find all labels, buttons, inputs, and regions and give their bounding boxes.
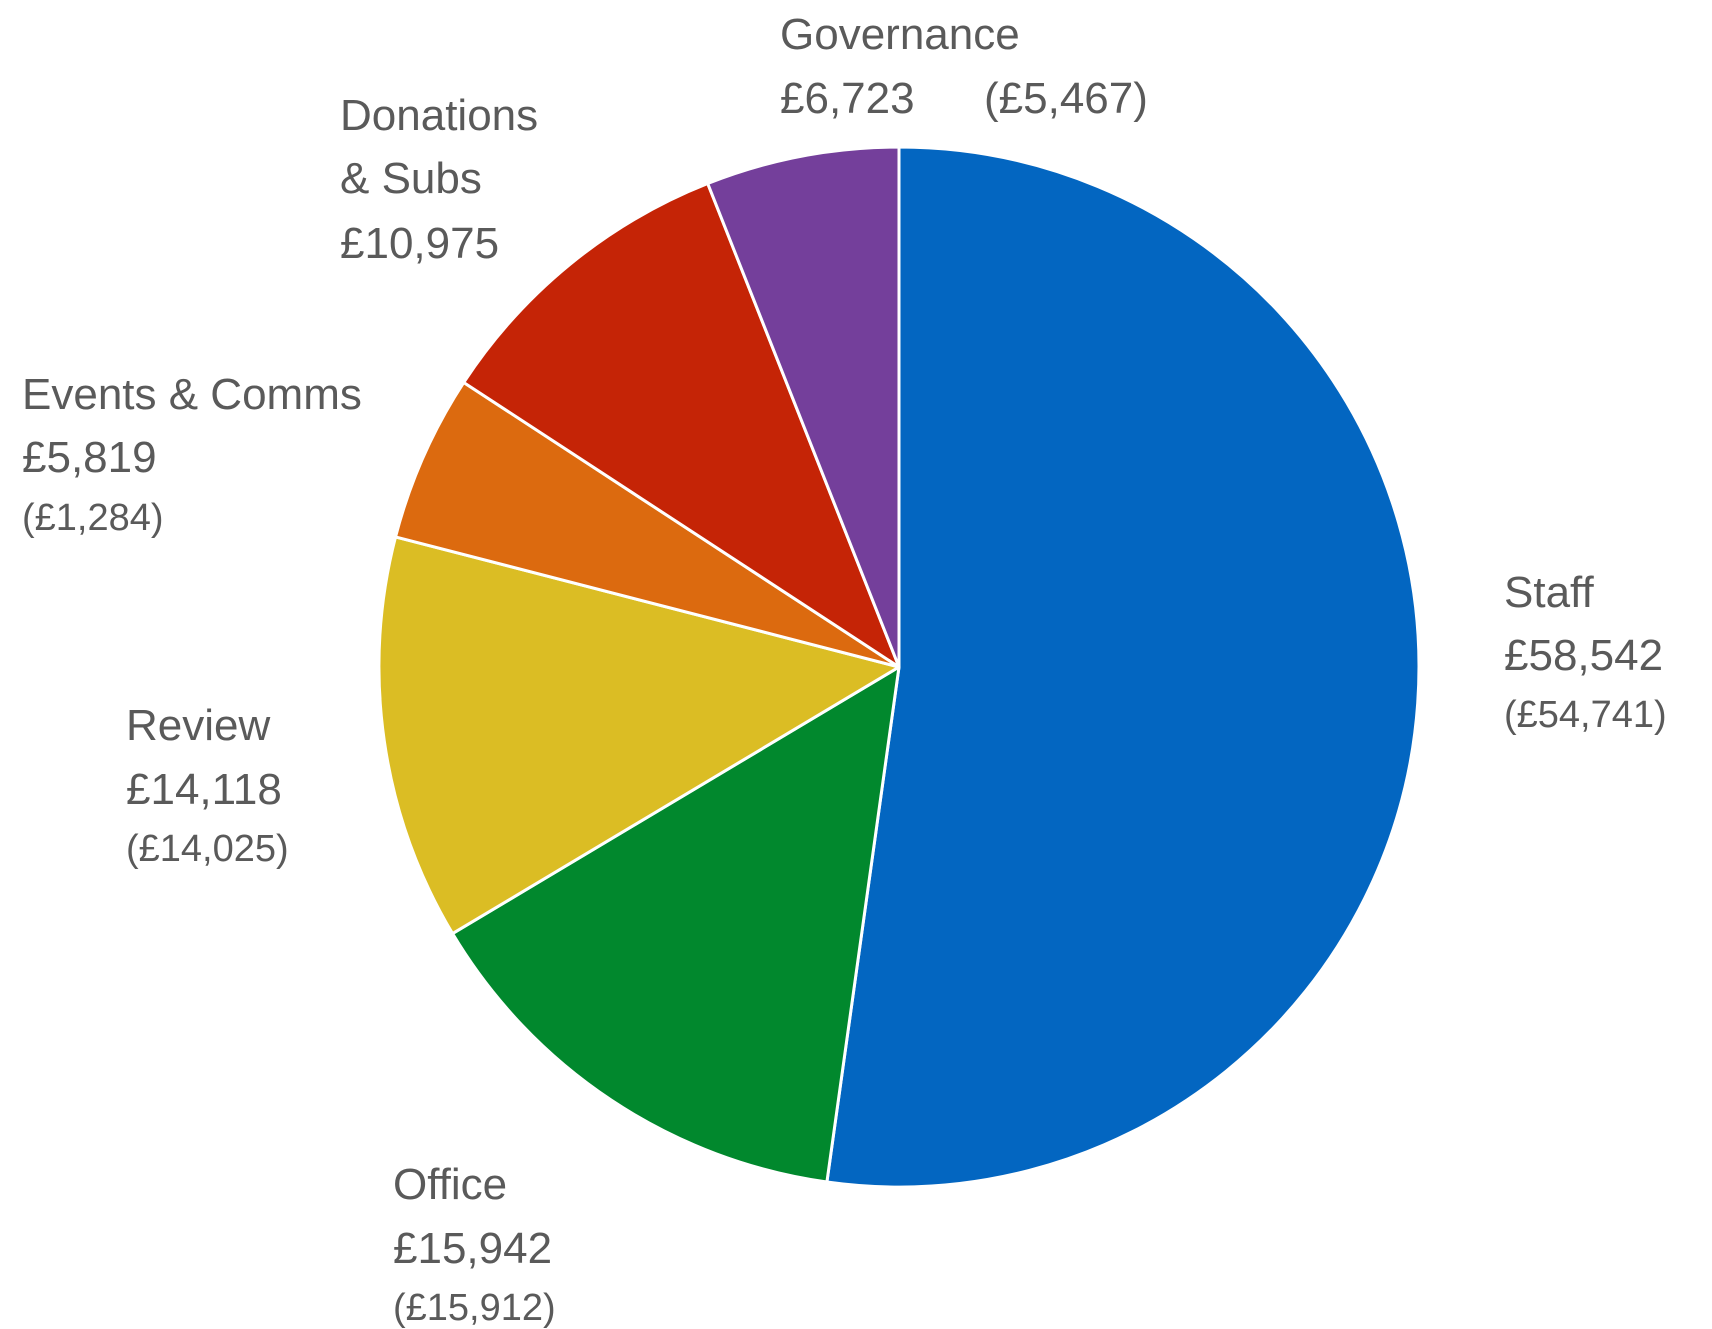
slice-value-governance: £6,723 bbox=[780, 74, 915, 123]
pie-slice-staff bbox=[825, 145, 1421, 1189]
pie-slice-donations-subs bbox=[462, 181, 901, 669]
pie-slices bbox=[377, 145, 1421, 1189]
slice-prior-review: (£14,025) bbox=[126, 828, 289, 870]
slice-prior-events-comms: (£1,284) bbox=[22, 497, 164, 539]
slice-prior-office: (£15,912) bbox=[393, 1287, 556, 1329]
slice-label-review: Review bbox=[126, 701, 270, 750]
slice-value-events-comms: £5,819 bbox=[22, 433, 157, 482]
pie-slice-office bbox=[451, 665, 901, 1184]
pie-slice-governance bbox=[706, 145, 901, 669]
slice-value-office: £15,942 bbox=[393, 1224, 552, 1273]
pie-slice-events-comms bbox=[394, 380, 901, 669]
slice-prior-staff: (£54,741) bbox=[1504, 694, 1667, 736]
pie-slice-review bbox=[377, 535, 901, 936]
slice-label-donations-subs-line1: Donations bbox=[340, 91, 538, 140]
slice-value-review: £14,118 bbox=[126, 765, 282, 814]
slice-value-donations-subs: £10,975 bbox=[340, 219, 499, 268]
slice-label-events-comms: Events & Comms bbox=[22, 370, 362, 419]
slice-value-staff: £58,542 bbox=[1504, 631, 1663, 680]
slice-label-governance: Governance bbox=[780, 10, 1020, 59]
slice-label-staff: Staff bbox=[1504, 568, 1594, 617]
slice-prior-governance: (£5,467) bbox=[984, 74, 1148, 123]
slice-label-donations-subs-line2: & Subs bbox=[340, 154, 482, 203]
pie-labels: Staff £58,542 (£54,741) Office £15,942 (… bbox=[22, 10, 1667, 1329]
slice-label-office: Office bbox=[393, 1160, 507, 1209]
